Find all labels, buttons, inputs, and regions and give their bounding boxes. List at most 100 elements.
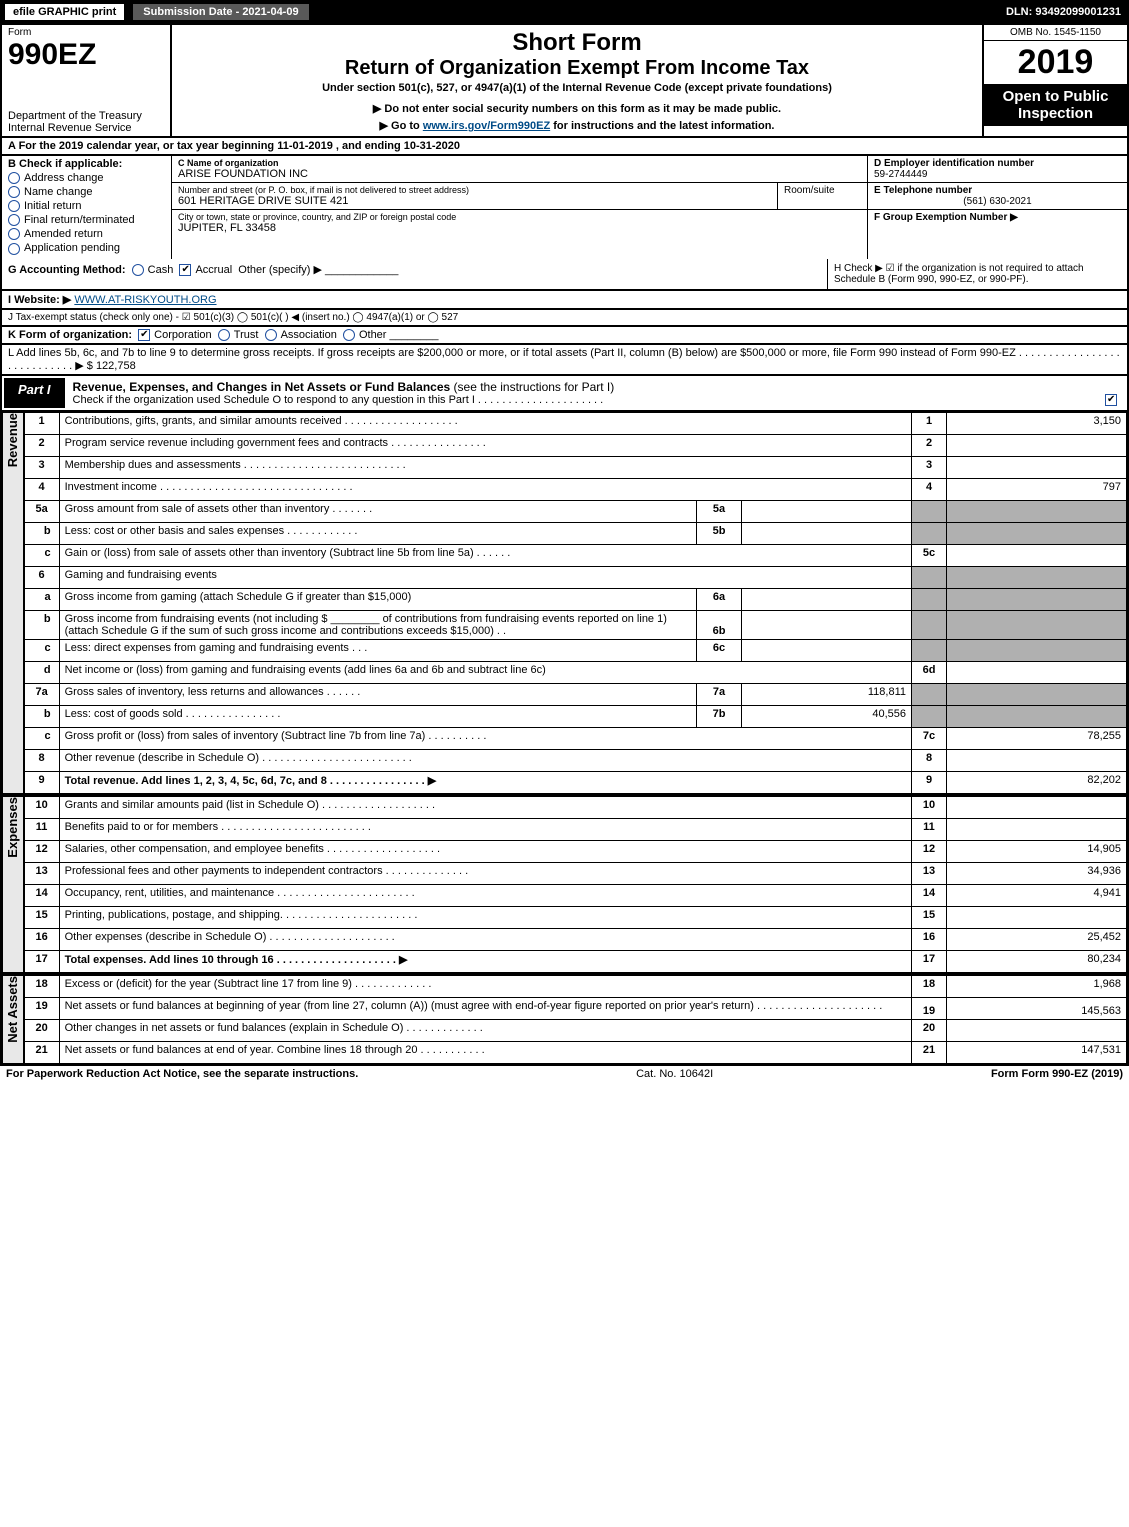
submission-date: Submission Date - 2021-04-09 <box>133 4 308 20</box>
street-label: Number and street (or P. O. box, if mail… <box>178 185 771 195</box>
header-left: Form 990EZ Department of the Treasury In… <box>2 25 172 136</box>
row-i-website: I Website: ▶ WWW.AT-RISKYOUTH.ORG <box>0 291 1129 310</box>
line-10: 10Grants and similar amounts paid (list … <box>24 796 1126 818</box>
circle-icon[interactable] <box>218 329 230 341</box>
col-c-org: C Name of organization ARISE FOUNDATION … <box>172 156 867 259</box>
line-17: 17Total expenses. Add lines 10 through 1… <box>24 950 1126 972</box>
expenses-section: Expenses 10Grants and similar amounts pa… <box>0 796 1129 975</box>
row-l-text: L Add lines 5b, 6c, and 7b to line 9 to … <box>8 347 1120 372</box>
checkbox-checked-icon[interactable] <box>138 329 150 341</box>
expenses-table: 10Grants and similar amounts paid (list … <box>24 796 1127 973</box>
goto-line: ▶ Go to www.irs.gov/Form990EZ for instru… <box>176 119 978 132</box>
circle-icon[interactable] <box>343 329 355 341</box>
line-3: 3Membership dues and assessments . . . .… <box>24 456 1126 478</box>
circle-icon[interactable] <box>265 329 277 341</box>
return-title: Return of Organization Exempt From Incom… <box>176 57 978 80</box>
ein-label: D Employer identification number <box>874 158 1034 169</box>
line-7b: bLess: cost of goods sold . . . . . . . … <box>24 705 1126 727</box>
line-18: 18Excess or (deficit) for the year (Subt… <box>24 975 1126 997</box>
circle-icon <box>8 172 20 184</box>
city: JUPITER, FL 33458 <box>178 222 861 234</box>
col-h-schedule-b: H Check ▶ ☑ if the organization is not r… <box>827 259 1127 289</box>
department: Department of the Treasury Internal Reve… <box>8 110 164 134</box>
open-to-public: Open to Public Inspection <box>984 84 1127 126</box>
line-6c: cLess: direct expenses from gaming and f… <box>24 639 1126 661</box>
revenue-vlabel: Revenue <box>2 412 24 794</box>
row-j-tax-exempt: J Tax-exempt status (check only one) - ☑… <box>0 310 1129 327</box>
chk-amended-return[interactable]: Amended return <box>8 228 165 240</box>
footer-cat-no: Cat. No. 10642I <box>358 1068 991 1080</box>
ssn-note: ▶ Do not enter social security numbers o… <box>176 102 978 115</box>
return-subtitle: Under section 501(c), 527, or 4947(a)(1)… <box>176 82 978 94</box>
line-6a: aGross income from gaming (attach Schedu… <box>24 588 1126 610</box>
irs-link[interactable]: www.irs.gov/Form990EZ <box>423 120 550 132</box>
accounting-label: G Accounting Method: <box>8 264 126 276</box>
line-6: 6Gaming and fundraising events <box>24 566 1126 588</box>
row-k-form-org: K Form of organization: Corporation Trus… <box>0 327 1129 345</box>
line-16: 16Other expenses (describe in Schedule O… <box>24 928 1126 950</box>
line-5a: 5aGross amount from sale of assets other… <box>24 500 1126 522</box>
chk-address-change[interactable]: Address change <box>8 172 165 184</box>
form-number: 990EZ <box>8 38 164 72</box>
net-assets-vlabel: Net Assets <box>2 975 24 1064</box>
line-12: 12Salaries, other compensation, and empl… <box>24 840 1126 862</box>
circle-icon <box>8 200 20 212</box>
part-i-header: Part I Revenue, Expenses, and Changes in… <box>0 376 1129 412</box>
line-15: 15Printing, publications, postage, and s… <box>24 906 1126 928</box>
col-def: D Employer identification number 59-2744… <box>867 156 1127 259</box>
circle-icon <box>8 214 20 226</box>
footer-form-id: Form Form 990-EZ (2019) <box>991 1068 1123 1080</box>
checkbox-checked-icon[interactable] <box>179 264 191 276</box>
line-6b: bGross income from fundraising events (n… <box>24 610 1126 639</box>
checkbox-checked-icon[interactable] <box>1105 394 1117 406</box>
footer: For Paperwork Reduction Act Notice, see … <box>0 1066 1129 1082</box>
form-label: Form <box>8 27 164 38</box>
goto-suffix: for instructions and the latest informat… <box>550 120 774 132</box>
col-b-header: B Check if applicable: <box>8 158 165 170</box>
block-bcdef: B Check if applicable: Address change Na… <box>0 156 1129 259</box>
short-form: Short Form <box>176 29 978 57</box>
street: 601 HERITAGE DRIVE SUITE 421 <box>178 195 771 207</box>
line-21: 21Net assets or fund balances at end of … <box>24 1041 1126 1063</box>
dln: DLN: 93492099001231 <box>1006 6 1129 18</box>
circle-icon <box>8 243 20 255</box>
org-name-label: C Name of organization <box>178 158 861 168</box>
row-l-value: $ 122,758 <box>87 360 136 372</box>
header-right: OMB No. 1545-1150 2019 Open to Public In… <box>982 25 1127 136</box>
line-19: 19Net assets or fund balances at beginni… <box>24 997 1126 1019</box>
phone-label: E Telephone number <box>874 185 972 196</box>
phone-value: (561) 630-2021 <box>874 196 1121 207</box>
part-i-sub: Check if the organization used Schedule … <box>73 394 1121 406</box>
chk-final-return[interactable]: Final return/terminated <box>8 214 165 226</box>
org-name: ARISE FOUNDATION INC <box>178 168 861 180</box>
line-8: 8Other revenue (describe in Schedule O) … <box>24 749 1126 771</box>
line-1: 1Contributions, gifts, grants, and simil… <box>24 412 1126 434</box>
line-7c: cGross profit or (loss) from sales of in… <box>24 727 1126 749</box>
line-5b: bLess: cost or other basis and sales exp… <box>24 522 1126 544</box>
chk-initial-return[interactable]: Initial return <box>8 200 165 212</box>
city-label: City or town, state or province, country… <box>178 212 861 222</box>
net-assets-table: 18Excess or (deficit) for the year (Subt… <box>24 975 1127 1064</box>
circle-icon <box>8 186 20 198</box>
col-g-accounting: G Accounting Method: Cash Accrual Other … <box>2 259 827 289</box>
website-link[interactable]: WWW.AT-RISKYOUTH.ORG <box>74 294 216 306</box>
part-i-title: Revenue, Expenses, and Changes in Net As… <box>67 376 1127 410</box>
line-13: 13Professional fees and other payments t… <box>24 862 1126 884</box>
chk-name-change[interactable]: Name change <box>8 186 165 198</box>
revenue-section: Revenue 1Contributions, gifts, grants, a… <box>0 412 1129 796</box>
row-a-tax-year: A For the 2019 calendar year, or tax yea… <box>0 138 1129 156</box>
circle-icon[interactable] <box>132 264 144 276</box>
ein-value: 59-2744449 <box>874 169 927 180</box>
part-i-tab: Part I <box>4 378 65 408</box>
line-4: 4Investment income . . . . . . . . . . .… <box>24 478 1126 500</box>
omb-number: OMB No. 1545-1150 <box>984 25 1127 41</box>
top-bar: efile GRAPHIC print Submission Date - 20… <box>0 0 1129 24</box>
net-assets-section: Net Assets 18Excess or (deficit) for the… <box>0 975 1129 1066</box>
form-org-label: K Form of organization: <box>8 329 132 341</box>
efile-print-button[interactable]: efile GRAPHIC print <box>4 3 125 21</box>
tax-year: 2019 <box>984 41 1127 84</box>
room-suite-label: Room/suite <box>777 183 867 210</box>
col-b-checkboxes: B Check if applicable: Address change Na… <box>2 156 172 259</box>
chk-application-pending[interactable]: Application pending <box>8 242 165 254</box>
circle-icon <box>8 228 20 240</box>
